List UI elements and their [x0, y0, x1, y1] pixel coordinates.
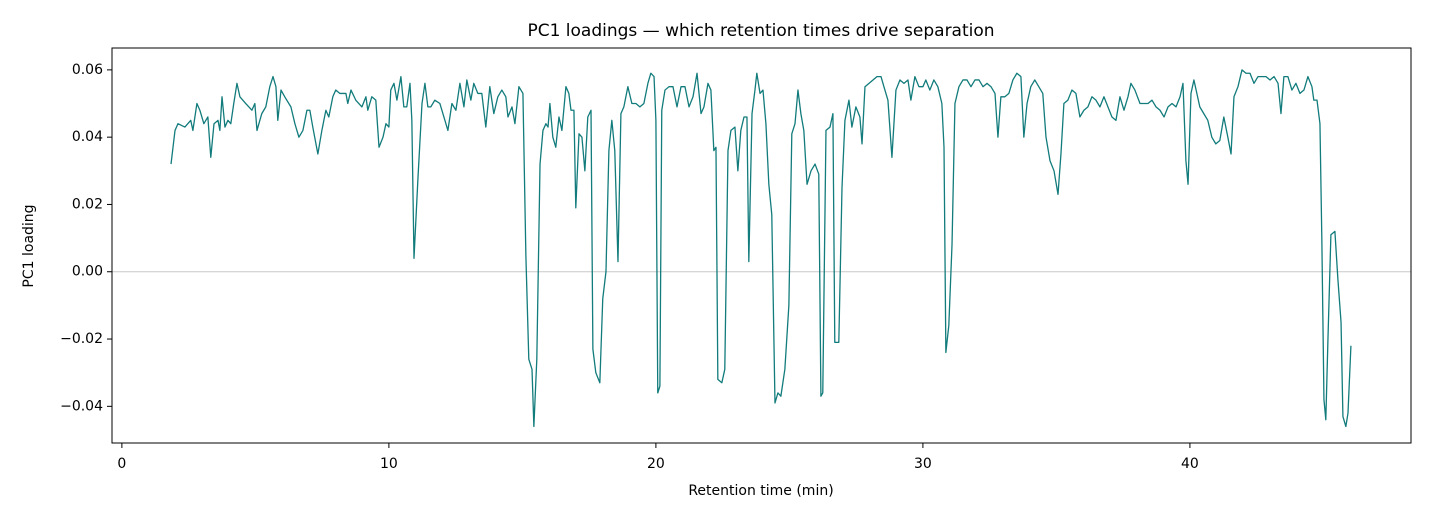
loading-line [170, 69, 1352, 428]
y-tick-label: 0.04 [72, 129, 103, 145]
y-tick-label: −0.02 [60, 331, 103, 347]
x-tick-label: 40 [1181, 456, 1199, 472]
y-tick-label: 0.00 [72, 264, 103, 280]
x-axis-label: Retention time (min) [688, 483, 833, 499]
chart-title: PC1 loadings — which retention times dri… [527, 21, 994, 41]
y-tick-label: 0.06 [72, 62, 103, 78]
y-tick-label: −0.04 [60, 398, 103, 414]
x-tick-label: 30 [914, 456, 932, 472]
x-tick-label: 20 [647, 456, 665, 472]
plot-frame [111, 47, 1412, 444]
x-tick-label: 0 [117, 456, 126, 472]
x-tick-label: 10 [380, 456, 398, 472]
y-tick-label: 0.02 [72, 196, 103, 212]
y-axis-label: PC1 loading [21, 204, 37, 287]
